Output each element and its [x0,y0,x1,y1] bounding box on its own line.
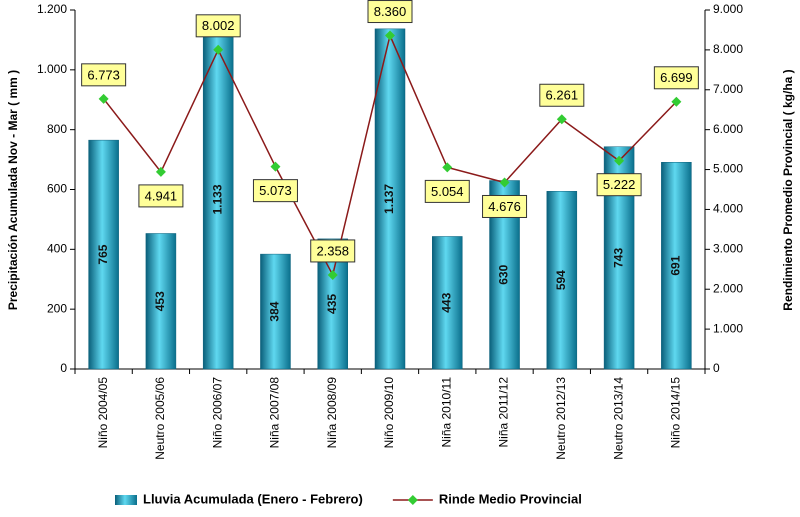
data-label-box [81,63,127,87]
data-label: 4.941 [138,184,184,208]
y2-tick-label: 1.000 [713,321,743,335]
data-label-text: 6.699 [660,70,693,85]
line-marker [385,30,395,41]
data-label-text: 2.358 [316,243,349,258]
y2-axis-title: Rendimiento Promedio Provincial ( kg/ha … [781,69,795,310]
y2-tick-label: 8.000 [713,42,743,56]
x-tick-label: Niño 2009/10 [382,377,396,449]
line-marker [327,269,338,280]
y-tick-label: 600 [47,182,67,196]
line-marker [556,114,567,125]
data-label: 2.358 [310,239,356,263]
data-label-text: 6.261 [546,88,579,103]
data-label-text: 5.073 [259,183,292,198]
line-marker [98,93,109,104]
bar [145,233,177,370]
data-label-text: 4.676 [488,199,521,214]
bar [88,139,119,370]
data-label-box [596,173,642,197]
legend-label: Rinde Medio Provincial [439,491,582,506]
line-marker [442,162,453,173]
legend-swatch-marker [407,495,418,505]
y-tick-label: 200 [47,301,67,315]
y-tick-label: 800 [47,122,67,136]
x-tick-label: Niño 2014/15 [669,377,683,449]
x-tick-label: Niño 2006/07 [210,377,224,449]
y2-tick-label: 4.000 [713,202,743,216]
data-label-text: 8.002 [202,18,235,33]
data-label: 5.222 [596,173,642,197]
data-label: 4.676 [482,194,528,218]
data-label-text: 4.941 [145,188,178,203]
y-tick-label: 0 [60,361,67,375]
data-label-box [539,83,585,107]
bar [432,236,463,370]
bar-value-label: 1.133 [210,184,224,214]
bar-value-label: 743 [611,248,625,268]
y2-tick-label: 2.000 [713,281,743,295]
y-tick-label: 1.200 [37,2,67,16]
bar-value-label: 435 [325,294,339,314]
data-label-box [195,14,241,38]
bar-value-label: 1.137 [382,184,396,214]
line-marker [614,155,625,166]
bar-value-label: 384 [268,301,282,321]
y2-tick-label: 6.000 [713,122,743,136]
line-marker [270,161,281,172]
y2-tick-label: 0 [713,361,720,375]
legend-swatch [115,495,137,505]
x-tick-label: Niña 2007/08 [268,377,282,449]
y-axis-title: Precipitación Acumulada Nov - Mar ( mm ) [6,70,20,310]
data-label: 8.360 [367,0,413,24]
x-tick-label: Neutro 2005/06 [153,377,167,460]
bar-value-label: 443 [439,292,453,312]
y-tick-label: 400 [47,242,67,256]
data-label-box [367,0,413,24]
legend-label: Lluvia Acumulada (Enero - Febrero) [143,491,363,506]
bar-value-label: 594 [554,270,568,290]
data-label: 6.261 [539,83,585,107]
data-label-box [252,179,298,203]
data-label-box [424,179,470,203]
line-marker [155,166,166,177]
y2-tick-label: 9.000 [713,2,743,16]
x-tick-label: Neutro 2012/13 [554,377,568,460]
data-label-box [653,66,699,90]
data-label-text: 6.773 [87,67,120,82]
x-tick-label: Niña 2010/11 [439,377,453,448]
data-label-text: 8.360 [374,4,407,19]
bar [374,28,406,370]
bar [202,29,234,370]
data-label: 6.773 [81,63,127,87]
data-label: 6.699 [653,66,699,90]
bar [260,253,291,370]
bar-value-label: 453 [153,291,167,311]
data-label-text: 5.222 [603,177,636,192]
data-label: 8.002 [195,14,241,38]
data-label-text: 5.054 [431,184,464,199]
line-marker [499,177,510,188]
x-tick-label: Neutro 2013/14 [611,377,625,460]
x-tick-label: Niña 2011/12 [497,377,511,448]
y2-tick-label: 5.000 [713,162,743,176]
y2-tick-label: 3.000 [713,242,743,256]
bar [661,162,692,370]
line-marker [671,96,682,107]
data-label-box [482,194,528,218]
bar-value-label: 691 [669,255,683,275]
bar [546,191,578,370]
data-label: 5.073 [252,179,298,203]
x-tick-label: Niña 2008/09 [325,377,339,449]
data-label-box [310,239,356,263]
bar-value-label: 630 [497,264,511,284]
y2-tick-label: 7.000 [713,82,743,96]
data-label-box [138,184,184,208]
x-tick-label: Niño 2004/05 [96,377,110,449]
y-tick-label: 1.000 [37,62,67,76]
data-label: 5.054 [424,179,470,203]
line-marker [213,44,224,55]
bar-value-label: 765 [96,244,110,264]
